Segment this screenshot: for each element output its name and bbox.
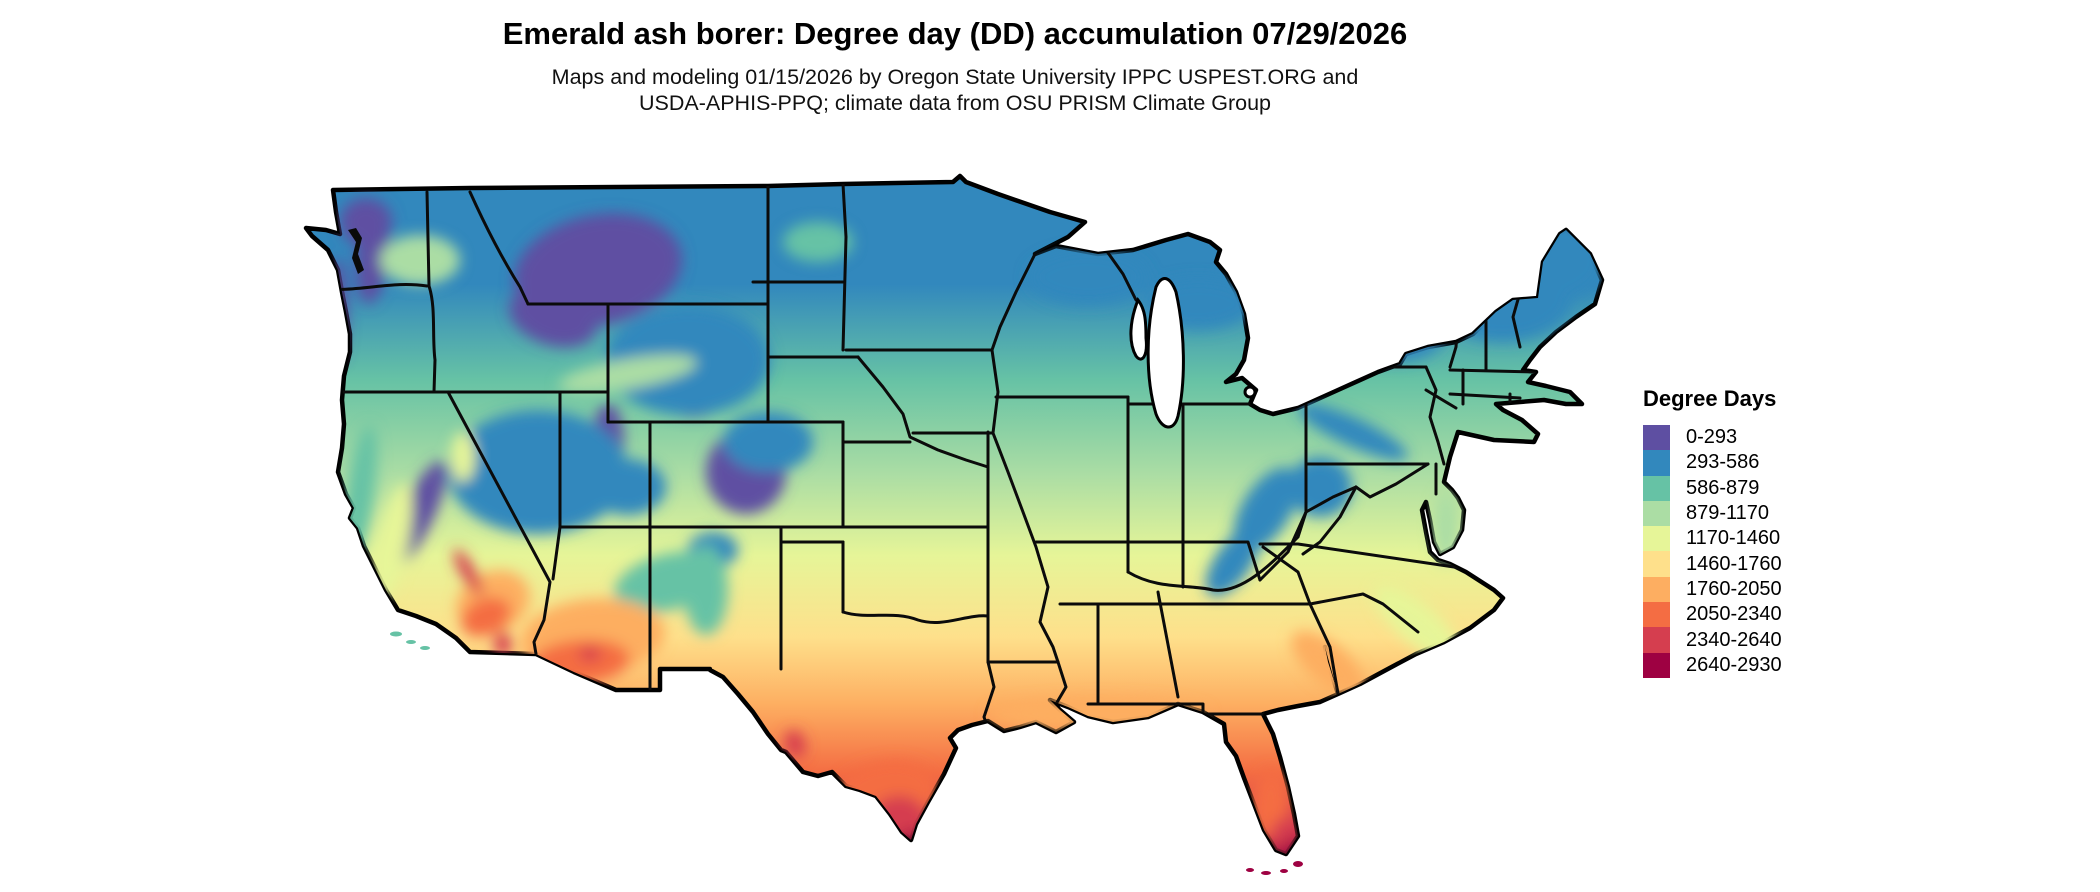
legend-swatch: [1643, 475, 1670, 501]
legend-row: 2340-2640: [1643, 627, 1782, 653]
degree-day-patch: [723, 412, 813, 472]
legend-label: 293-586: [1686, 451, 1760, 474]
legend-label: 586-879: [1686, 476, 1760, 499]
legend-row: 2640-2930: [1643, 652, 1782, 678]
figure-header: Emerald ash borer: Degree day (DD) accum…: [0, 0, 1910, 116]
legend-row: 2050-2340: [1643, 602, 1782, 628]
degree-day-patch: [461, 597, 511, 637]
degree-day-patch: [783, 222, 853, 262]
degree-day-patch: [1291, 631, 1365, 697]
degree-day-patch: [684, 545, 728, 635]
puget-sound: [348, 228, 364, 274]
degree-day-patch: [784, 730, 806, 758]
legend-label: 1760-2050: [1686, 577, 1782, 600]
page-title: Emerald ash borer: Degree day (DD) accum…: [502, 16, 1408, 51]
legend-title: Degree Days: [1643, 386, 1777, 411]
legend-row: 1170-1460: [1643, 526, 1782, 552]
degree-day-raster-patches: [329, 198, 1602, 854]
legend-row: 1460-1760: [1643, 551, 1782, 577]
degree-day-patch: [1298, 403, 1408, 461]
legend-label: 0-293: [1686, 426, 1738, 449]
legend-row: 879-1170: [1643, 500, 1782, 527]
lake-st-clair: [1243, 385, 1257, 399]
legend-label: 2640-2930: [1686, 653, 1782, 676]
lake-michigan: [1146, 277, 1185, 429]
florida-keys: [1246, 861, 1303, 875]
subtitle-line-1: Maps and modeling 01/15/2026 by Oregon S…: [551, 64, 1359, 89]
legend: Degree Days 0-293 293-586 586-879 879-1170 1…: [1643, 386, 1782, 678]
degree-day-patch: [380, 235, 460, 285]
degree-day-patch: [1373, 585, 1463, 663]
degree-day-patch: [1288, 457, 1352, 517]
state-borders: [306, 182, 1538, 736]
degree-day-patch: [1028, 249, 1148, 305]
degree-day-patch: [509, 286, 597, 348]
degree-day-patch: [373, 483, 413, 601]
legend-label: 1170-1460: [1686, 527, 1781, 550]
legend-label: 879-1170: [1686, 502, 1770, 525]
us-degree-day-map: [298, 140, 1618, 888]
legend-swatch: [1643, 602, 1670, 628]
us-map-svg: [303, 173, 1605, 875]
legend-row: 586-879: [1643, 475, 1782, 501]
degree-day-patch: [494, 632, 512, 656]
legend-swatch: [1643, 425, 1670, 451]
legend-row: 1760-2050: [1643, 576, 1782, 603]
channel-islands: [390, 631, 430, 650]
legend-label: 2340-2640: [1686, 628, 1782, 651]
subtitle-line-2: USDA-APHIS-PPQ; climate data from OSU PR…: [638, 90, 1272, 115]
degree-day-patch: [453, 549, 483, 595]
legend-swatch: [1643, 526, 1670, 552]
legend-swatch: [1643, 551, 1670, 577]
green-bay: [1129, 297, 1148, 361]
legend-swatch: [1643, 652, 1670, 678]
legend-swatch: [1643, 500, 1670, 527]
degree-day-patch: [451, 432, 475, 482]
legend-swatch: [1643, 627, 1670, 653]
degree-day-patch: [559, 354, 697, 394]
degree-day-patch: [356, 204, 390, 304]
degree-day-patch: [590, 459, 666, 515]
degree-day-patch: [579, 647, 601, 661]
great-lakes: [1129, 277, 1257, 429]
legend-label: 1460-1760: [1686, 552, 1782, 575]
degree-day-patch: [1281, 840, 1295, 854]
legend-swatch: [1643, 450, 1670, 476]
legend-label: 2050-2340: [1686, 603, 1782, 626]
legend-row: 0-293: [1643, 425, 1782, 451]
degree-day-patch: [1433, 491, 1459, 563]
legend-row: 293-586: [1643, 450, 1782, 476]
legend-swatch: [1643, 576, 1670, 603]
legend-rows: 0-293 293-586 586-879 879-1170 1170-1460 1460…: [1643, 425, 1782, 678]
degree-day-patch: [1205, 527, 1261, 597]
degree-day-patch: [1350, 302, 1446, 362]
degree-day-patch: [448, 410, 628, 534]
